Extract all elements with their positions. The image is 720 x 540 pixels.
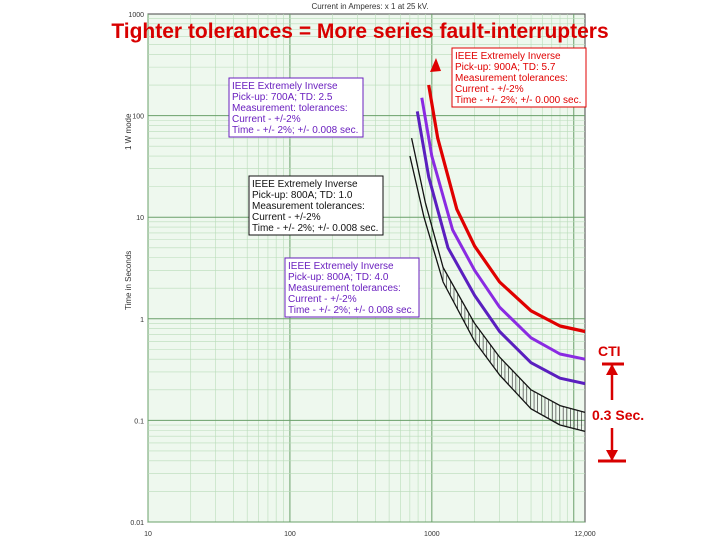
- annotation-line: Time - +/- 2%; +/- 0.000 sec.: [455, 95, 581, 106]
- annotation-title: IEEE Extremely Inverse: [455, 51, 561, 62]
- cti-arrowhead-down: [606, 450, 618, 461]
- x-tick-label: 100: [284, 531, 296, 538]
- x-tick-label: 12,000: [574, 531, 596, 538]
- y-axis-label: Time in Seconds: [124, 251, 133, 310]
- annotation-line: Measurement tolerances:: [288, 283, 401, 294]
- annotation-line: Current - +/-2%: [252, 212, 321, 223]
- x-axis-label: Current in Amperes: x 1 at 25 kV.: [311, 2, 428, 11]
- series-line-5: [409, 155, 586, 433]
- annotation-line: Current - +/-2%: [232, 114, 301, 125]
- annotation-line: Current - +/-2%: [288, 294, 357, 305]
- x-tick-label: 10: [144, 531, 152, 538]
- annotation-line: Pick-up: 700A; TD: 2.5: [232, 92, 333, 103]
- tick-labels: 10 100 1000 12,000 0.01 0.1 1 10 100 1000: [128, 12, 595, 538]
- annotation-line: Pick-up: 800A; TD: 1.0: [252, 190, 353, 201]
- annotation-line: Time - +/- 2%; +/- 0.008 sec.: [232, 125, 358, 136]
- annotation-frame: [248, 175, 384, 236]
- y-tick-label: 100: [132, 114, 144, 121]
- annotation-line: Time - +/- 2%; +/- 0.008 sec.: [252, 223, 378, 234]
- slide-title: Tighter tolerances = More series fault-i…: [111, 20, 609, 43]
- annotation-line: Measurement tolerances:: [455, 73, 568, 84]
- annotation-line: Current - +/-2%: [455, 84, 524, 95]
- x-tick-label: 1000: [424, 531, 440, 538]
- y-tick-label: 0.1: [134, 418, 144, 425]
- y-axis-note: 1 W mode: [124, 113, 133, 150]
- annotation-frame: [228, 77, 364, 138]
- y-tick-label: 1000: [128, 12, 144, 19]
- annotation-frame: [451, 47, 587, 108]
- series-line-4: [410, 137, 586, 414]
- series-group: [409, 84, 586, 433]
- annotation-line: Pick-up: 800A; TD: 4.0: [288, 272, 389, 283]
- annotation-line: Measurement tolerances:: [252, 201, 365, 212]
- annotation-frame: [284, 257, 420, 318]
- annotation-line: Pick-up: 900A; TD: 5.7: [455, 62, 556, 73]
- y-tick-label: 10: [136, 215, 144, 222]
- annotation-title: IEEE Extremely Inverse: [232, 81, 338, 92]
- cti-arrowhead-up: [606, 364, 618, 375]
- series-line-2: [420, 97, 586, 361]
- y-tick-label: 0.01: [130, 520, 144, 527]
- annotation-line: Measurement: tolerances:: [232, 103, 348, 114]
- cti-value-label: 0.3 Sec.: [592, 407, 644, 423]
- pointer-arrow: [430, 58, 441, 72]
- annotation-title: IEEE Extremely Inverse: [252, 179, 358, 190]
- cti-label: CTI: [598, 343, 621, 359]
- annotation-title: IEEE Extremely Inverse: [288, 261, 394, 272]
- annotation-line: Time - +/- 2%; +/- 0.008 sec.: [288, 305, 414, 316]
- series-line-3: [415, 111, 586, 386]
- series-line-1: [427, 84, 586, 334]
- y-tick-label: 1: [140, 317, 144, 324]
- cti-marker: CTI 0.3 Sec.: [430, 58, 644, 463]
